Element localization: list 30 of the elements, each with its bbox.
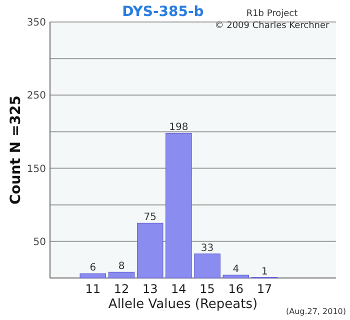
x-tick-label: 16 [228,282,244,296]
data-label: 75 [144,212,156,224]
y-tick-label: 250 [26,90,46,102]
text: R1b Project [246,9,298,19]
bar [136,222,164,278]
data-label: 4 [232,264,240,276]
x-tick-label: 17 [256,282,272,296]
text: (Aug.27, 2010) [286,307,346,316]
data-label: 1 [261,266,268,278]
chart-title: DYS-385-b [122,4,204,20]
x-tick-label: 11 [85,282,101,296]
data-label: 6 [90,262,96,274]
bar [108,272,135,278]
bar [194,254,220,278]
x-tick-label: 13 [142,282,158,296]
y-axis-title: Count N =325 [8,96,24,204]
annotation: © 2009 Charles Kerchner [214,21,330,31]
data-label: 8 [118,261,125,272]
bar [80,273,106,278]
bar [166,132,192,278]
data-label: 198 [169,122,188,134]
x-tick-label: 14 [171,282,186,296]
x-tick-label: 15 [200,282,215,296]
data-label: 33 [200,242,214,254]
x-tick-label: 12 [114,282,130,296]
x-axis-title: Allele Values (Repeats) [108,297,258,312]
y-tick-label: 150 [26,164,46,175]
y-tick-label: 350 [26,18,46,28]
bar [222,274,250,278]
y-tick-label: 50 [33,236,46,248]
